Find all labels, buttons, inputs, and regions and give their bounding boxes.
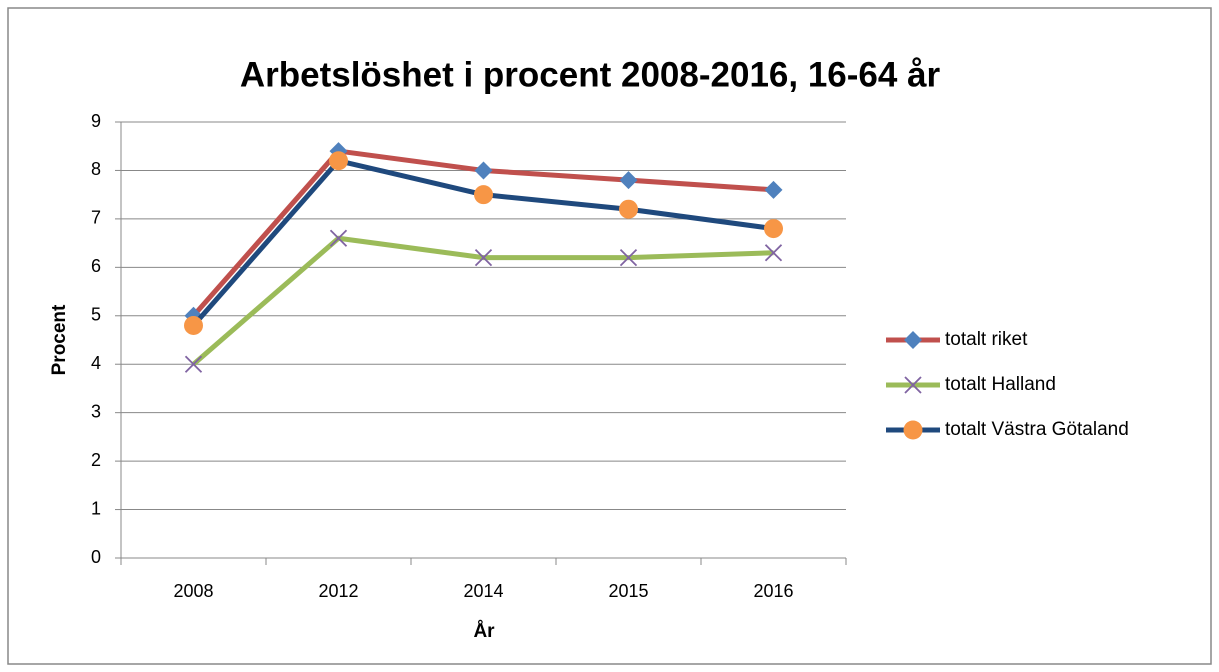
x-tick-label: 2014 <box>463 581 503 601</box>
y-tick-label: 5 <box>91 305 101 325</box>
x-tick-label: 2015 <box>608 581 648 601</box>
marker <box>764 219 783 239</box>
marker <box>764 180 783 199</box>
chart-frame <box>7 7 1212 665</box>
marker <box>184 315 203 335</box>
marker <box>474 185 493 205</box>
y-tick-label: 1 <box>91 498 101 518</box>
legend-label: totalt riket <box>945 329 1028 350</box>
x-tick-label: 2016 <box>753 581 793 601</box>
legend-marker <box>904 331 922 349</box>
y-tick-label: 9 <box>91 111 101 131</box>
marker <box>329 229 348 247</box>
y-tick-label: 7 <box>91 208 101 228</box>
y-tick-label: 0 <box>91 547 101 567</box>
legend-label: totalt Västra Götaland <box>945 419 1129 440</box>
marker <box>474 249 493 267</box>
x-axis-label: År <box>473 621 495 642</box>
y-tick-label: 2 <box>91 450 101 470</box>
marker <box>619 199 638 219</box>
y-tick-label: 8 <box>91 159 101 179</box>
marker <box>619 171 638 190</box>
marker <box>329 151 348 171</box>
legend-marker <box>903 420 923 440</box>
marker <box>619 249 638 267</box>
marker <box>184 355 203 373</box>
y-axis-label: Procent <box>49 304 70 375</box>
marker <box>474 161 493 180</box>
y-tick-label: 4 <box>91 353 101 373</box>
legend-marker <box>904 376 922 394</box>
x-tick-label: 2012 <box>318 581 358 601</box>
y-tick-label: 6 <box>91 256 101 276</box>
chart-title: Arbetslöshet i procent 2008-2016, 16-64 … <box>240 55 941 94</box>
marker <box>764 244 783 262</box>
legend-label: totalt Halland <box>945 374 1056 395</box>
x-tick-label: 2008 <box>173 581 213 601</box>
y-tick-label: 3 <box>91 401 101 421</box>
